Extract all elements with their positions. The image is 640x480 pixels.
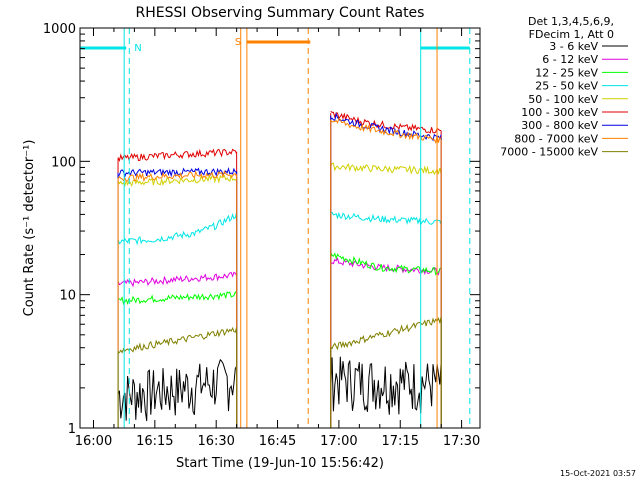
x-tick-label-16:00: 16:00 [75, 434, 112, 449]
series-line-12-25kev-seg1 [330, 251, 442, 276]
y-tick-label-100: 100 [51, 155, 76, 170]
series-line-7000-15000kev-seg1 [330, 316, 442, 351]
legend-label-5: 100 - 300 keV [521, 106, 598, 119]
saa-label: S [235, 37, 241, 48]
series-line-800-7000kev-seg1 [330, 117, 442, 145]
y-tick-label-1000: 1000 [43, 22, 76, 37]
series-line-100-300kev-seg1 [330, 110, 442, 134]
y-tick-label-10: 10 [59, 289, 76, 304]
y-axis-label: Count Rate (s⁻¹ detector⁻¹) [22, 140, 37, 317]
series-line-25-50kev-seg0 [117, 211, 238, 246]
x-tick-label-16:45: 16:45 [259, 434, 296, 449]
annotation-markers: NS [80, 28, 471, 428]
footer-date: 15-Oct-2021 03:57 [560, 469, 636, 478]
legend-header-1: FDecim 1, Att 0 [529, 28, 614, 41]
legend-label-2: 12 - 25 keV [535, 66, 598, 79]
series-line-300-800kev-seg1 [330, 112, 442, 142]
y-tick-label-1: 1 [68, 422, 76, 437]
legend-header-0: Det 1,3,4,5,6,9, [528, 15, 614, 28]
x-tick-label-16:30: 16:30 [197, 434, 234, 449]
series-line-7000-15000kev-seg0 [117, 326, 238, 354]
series-line-6-12kev-seg0 [117, 271, 238, 288]
legend-label-4: 50 - 100 keV [528, 93, 598, 106]
series-line-3-6kev-seg1 [330, 356, 442, 415]
x-tick-label-17:00: 17:00 [320, 434, 357, 449]
series-line-3-6kev-seg0 [117, 358, 238, 422]
chart-title: RHESSI Observing Summary Count Rates [136, 5, 425, 21]
legend-label-1: 6 - 12 keV [542, 53, 598, 66]
plot-frame [79, 27, 481, 429]
series-line-25-50kev-seg1 [330, 211, 442, 226]
legend-label-0: 3 - 6 keV [549, 40, 598, 53]
axis-ticks: 16:00 16:15 16:30 16:45 17:00 17:15 17:30 1 10 10… [43, 22, 480, 449]
x-tick-label-17:30: 17:30 [443, 434, 480, 449]
legend-label-6: 300 - 800 keV [521, 119, 598, 132]
series-line-300-800kev-seg0 [117, 166, 237, 178]
legend-label-3: 25 - 50 keV [535, 80, 598, 93]
series-line-100-300kev-seg0 [117, 148, 238, 162]
legend-label-7: 800 - 7000 keV [514, 132, 598, 145]
legend-label-8: 7000 - 15000 keV [500, 146, 598, 159]
night-label: N [134, 43, 141, 54]
series-line-12-25kev-seg0 [117, 291, 237, 306]
x-tick-label-16:15: 16:15 [136, 434, 173, 449]
series-line-50-100kev-seg1 [330, 162, 442, 176]
series-lines [117, 110, 442, 428]
series-line-800-7000kev-seg0 [117, 170, 238, 183]
legend: Det 1,3,4,5,6,9,FDecim 1, Att 03 - 6 keV… [500, 15, 628, 159]
series-line-50-100kev-seg0 [117, 173, 237, 188]
x-axis-label: Start Time (19-Jun-10 15:56:42) [176, 456, 384, 471]
x-tick-label-17:15: 17:15 [382, 434, 419, 449]
